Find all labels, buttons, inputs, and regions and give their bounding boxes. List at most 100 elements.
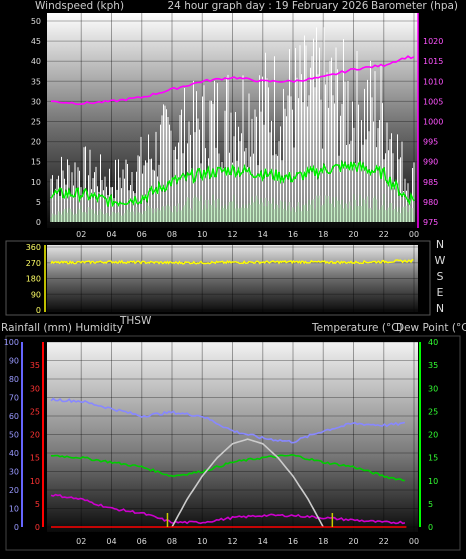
y-left-tick-label: 30 — [31, 97, 41, 106]
temperature-tick-label: 25 — [428, 407, 438, 416]
x-tick-label: 04 — [106, 230, 116, 239]
humidity-tick-label: 100 — [4, 338, 19, 347]
y-left-tick-label: 20 — [31, 138, 41, 147]
windspeed-axis-label: Windspeed (kph) — [35, 0, 124, 12]
rain-tick-label: 0 — [35, 523, 40, 532]
humidity-line — [50, 397, 406, 444]
compass-label-n-bottom: N — [436, 302, 444, 315]
y-right-tick-label: 995 — [423, 138, 438, 147]
dewpoint-line — [50, 493, 406, 525]
humidity-tick-label: 50 — [9, 431, 19, 440]
y-right-tick-label: 985 — [423, 178, 438, 187]
rain-tick-label: 15 — [30, 454, 40, 463]
y-right-tick-label: 1015 — [423, 57, 443, 66]
direction-tick-label: 270 — [26, 259, 41, 268]
direction-panel-frame — [5, 240, 431, 316]
x-tick-label: 02 — [76, 230, 86, 239]
temperature-line — [51, 453, 405, 482]
direction-tick-label: 90 — [31, 290, 41, 299]
humidity-tick-label: 80 — [9, 375, 19, 384]
x-tick-label: 00 — [409, 230, 419, 239]
direction-tick-label: 180 — [26, 275, 41, 284]
x-tick-label: 20 — [348, 537, 358, 546]
x-tick-label: 06 — [137, 230, 147, 239]
y-left-tick-label: 50 — [31, 17, 41, 26]
rain-tick-label: 10 — [30, 477, 40, 486]
humidity-tick-label: 60 — [9, 412, 19, 421]
compass-label-s: S — [437, 270, 444, 283]
y-left-tick-label: 35 — [31, 77, 41, 86]
y-left-tick-label: 15 — [31, 158, 41, 167]
compass-label-e: E — [437, 286, 444, 299]
humidity-tick-label: 40 — [9, 449, 19, 458]
thsw-line — [171, 438, 324, 528]
barometer-axis-label: Barometer (hpa) — [371, 0, 458, 12]
y-right-tick-label: 980 — [423, 198, 438, 207]
chart-title: 24 hour graph day : 19 February 2026 — [168, 0, 369, 12]
x-tick-label: 10 — [197, 230, 207, 239]
y-left-tick-label: 25 — [31, 118, 41, 127]
rain-tick-label: 30 — [30, 384, 40, 393]
rain-tick-label: 20 — [30, 431, 40, 440]
thsw-axis-label: THSW — [119, 315, 152, 327]
wind-lull-series — [50, 194, 415, 222]
x-tick-label: 00 — [409, 537, 419, 546]
direction-tick-label: 360 — [26, 243, 41, 252]
humidity-tick-label: 0 — [14, 523, 19, 532]
dewpoint-axis-label: Dew Point (°C) — [396, 322, 466, 334]
humidity-tick-label: 20 — [9, 486, 19, 495]
humidity-tick-label: 10 — [9, 505, 19, 514]
x-tick-label: 18 — [318, 230, 328, 239]
x-tick-label: 12 — [227, 537, 237, 546]
y-left-tick-label: 5 — [36, 198, 41, 207]
x-tick-label: 20 — [348, 230, 358, 239]
x-tick-label: 08 — [167, 537, 177, 546]
y-right-tick-label: 1010 — [423, 77, 443, 86]
compass-label-w: W — [435, 254, 446, 267]
y-right-tick-label: 1020 — [423, 37, 443, 46]
rain-tick-label: 5 — [35, 500, 40, 509]
x-tick-label: 14 — [258, 230, 268, 239]
y-right-tick-label: 1005 — [423, 97, 443, 106]
temperature-tick-label: 30 — [428, 384, 438, 393]
y-left-tick-label: 45 — [31, 37, 41, 46]
x-tick-label: 14 — [258, 537, 268, 546]
rain-tick-label: 35 — [30, 361, 40, 370]
x-tick-label: 02 — [76, 537, 86, 546]
y-left-tick-label: 0 — [36, 218, 41, 227]
temperature-tick-label: 10 — [428, 477, 438, 486]
temperature-axis-label: Temperature (°C) — [311, 322, 403, 334]
x-tick-label: 12 — [227, 230, 237, 239]
y-right-tick-label: 975 — [423, 218, 438, 227]
temperature-panel-frame — [5, 335, 461, 551]
rain-humidity-axis-label: Rainfall (mm) Humidity — [1, 322, 123, 334]
temperature-tick-label: 5 — [428, 500, 433, 509]
humidity-tick-label: 30 — [9, 468, 19, 477]
barometer-line — [50, 55, 415, 106]
x-tick-label: 16 — [288, 230, 298, 239]
temperature-tick-label: 40 — [428, 338, 438, 347]
y-left-tick-label: 10 — [31, 178, 41, 187]
temperature-tick-label: 20 — [428, 431, 438, 440]
direction-panel-background — [47, 245, 418, 312]
x-tick-label: 04 — [106, 537, 116, 546]
compass-label-n-top: N — [436, 238, 444, 251]
direction-tick-label: 0 — [36, 306, 41, 315]
y-right-tick-label: 1000 — [423, 118, 443, 127]
temperature-tick-label: 15 — [428, 454, 438, 463]
x-tick-label: 22 — [379, 537, 389, 546]
humidity-tick-label: 70 — [9, 394, 19, 403]
temperature-tick-label: 0 — [428, 523, 433, 532]
x-tick-label: 18 — [318, 537, 328, 546]
x-tick-label: 10 — [197, 537, 207, 546]
y-left-tick-label: 40 — [31, 57, 41, 66]
wind-average-line — [50, 159, 415, 207]
x-tick-label: 06 — [137, 537, 147, 546]
x-tick-label: 16 — [288, 537, 298, 546]
temperature-tick-label: 35 — [428, 361, 438, 370]
humidity-tick-label: 90 — [9, 357, 19, 366]
rain-tick-label: 25 — [30, 407, 40, 416]
temperature-panel-background — [47, 342, 418, 532]
